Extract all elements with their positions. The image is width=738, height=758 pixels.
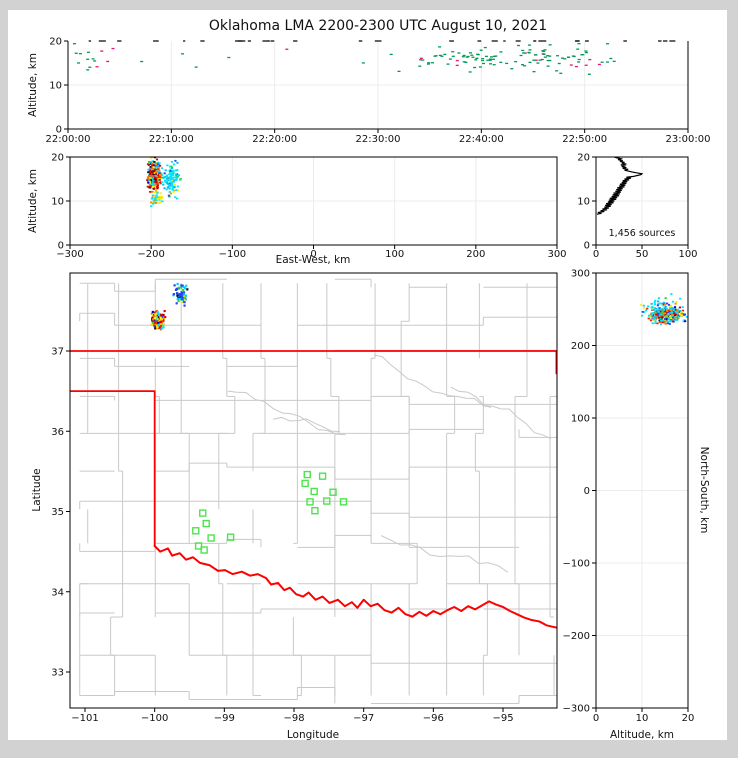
tick-label: 10 [51, 197, 64, 208]
ns-panel-xlabel: Altitude, km [610, 729, 674, 741]
source-cluster-time [72, 43, 104, 71]
figure-background [8, 10, 727, 740]
tick-label: 0 [310, 249, 316, 260]
tick-label: 0 [593, 713, 599, 724]
tick-label: 200 [466, 249, 485, 260]
tick-label: −100 [219, 249, 246, 260]
axis-ticks-and-labels: 22:00:00 22:10:00 22:20:00 22:30:00 22:40:00… [46, 37, 711, 725]
tick-label: 23:00:00 [666, 134, 711, 145]
source-cluster-time [361, 42, 616, 75]
tick-label: 10 [636, 713, 649, 724]
tick-label: −98 [283, 713, 304, 724]
tick-label: 20 [49, 37, 62, 48]
tick-label: −200 [563, 631, 590, 642]
tick-label: 22:10:00 [149, 134, 194, 145]
tick-label: 10 [577, 197, 590, 208]
tick-label: 0 [584, 486, 590, 497]
altitude-histogram-line [596, 156, 644, 215]
tick-label: 20 [51, 153, 64, 164]
lightning-source-points [72, 40, 688, 331]
axis-labels: Altitude, km Altitude, km East-West, km … [27, 53, 710, 741]
tick-label: 300 [547, 249, 566, 260]
tick-label: 0 [56, 125, 62, 136]
map-state-border [70, 350, 557, 629]
tick-label: 20 [682, 713, 695, 724]
tick-label: −95 [492, 713, 513, 724]
tick-label: 22:20:00 [252, 134, 297, 145]
tick-label: 22:30:00 [356, 134, 401, 145]
figure-title: Oklahoma LMA 2200-2300 UTC August 10, 20… [209, 18, 547, 34]
source-cluster-map [150, 309, 167, 331]
source-cluster-ns [640, 293, 688, 326]
source-cluster-ew [146, 156, 164, 193]
tick-label: 0 [584, 241, 590, 252]
lma-station-markers [192, 470, 348, 554]
tick-label: 10 [49, 81, 62, 92]
source-cluster-ew [158, 159, 182, 200]
tick-label: 36 [51, 427, 64, 438]
tick-label: −100 [563, 559, 590, 570]
tick-label: 100 [571, 414, 590, 425]
tick-label: 0 [58, 241, 64, 252]
source-cluster-time [106, 47, 289, 68]
source-cluster-ew [150, 190, 164, 208]
map-river-lines [227, 354, 552, 573]
tick-label: −99 [214, 713, 235, 724]
tick-label: 300 [571, 269, 590, 280]
source-count-label: 1,456 sources [609, 228, 676, 239]
tick-label: 37 [51, 347, 64, 358]
tick-label: −97 [353, 713, 374, 724]
tick-label: −96 [423, 713, 444, 724]
ns-panel-ylabel-right: North-South, km [698, 447, 710, 534]
tick-label: 22:40:00 [459, 134, 504, 145]
tick-label: −200 [137, 249, 164, 260]
tick-label: 35 [51, 507, 64, 518]
tick-label: −300 [56, 249, 83, 260]
tick-label: 20 [577, 153, 590, 164]
tick-label: −101 [71, 713, 98, 724]
tick-label: 34 [51, 587, 64, 598]
tick-label: 22:00:00 [46, 134, 91, 145]
tick-label: −100 [141, 713, 168, 724]
tick-label: 22:50:00 [562, 134, 607, 145]
map-ylabel: Latitude [31, 468, 43, 511]
tick-label: −300 [563, 704, 590, 715]
tick-label: 0 [593, 249, 599, 260]
map-xlabel: Longitude [287, 729, 339, 741]
tick-label: 50 [636, 249, 649, 260]
source-cluster-map [172, 282, 189, 307]
tick-label: 200 [571, 341, 590, 352]
tick-label: 100 [678, 249, 697, 260]
tick-label: 100 [385, 249, 404, 260]
ew-panel-xlabel: East-West, km [276, 254, 351, 266]
panel-gridlines [68, 41, 688, 708]
time-panel-ylabel: Altitude, km [27, 53, 39, 117]
ew-panel-ylabel: Altitude, km [27, 169, 39, 233]
source-cluster-time [88, 40, 676, 42]
map-county-lines [79, 278, 557, 705]
tick-label: 33 [51, 668, 64, 679]
